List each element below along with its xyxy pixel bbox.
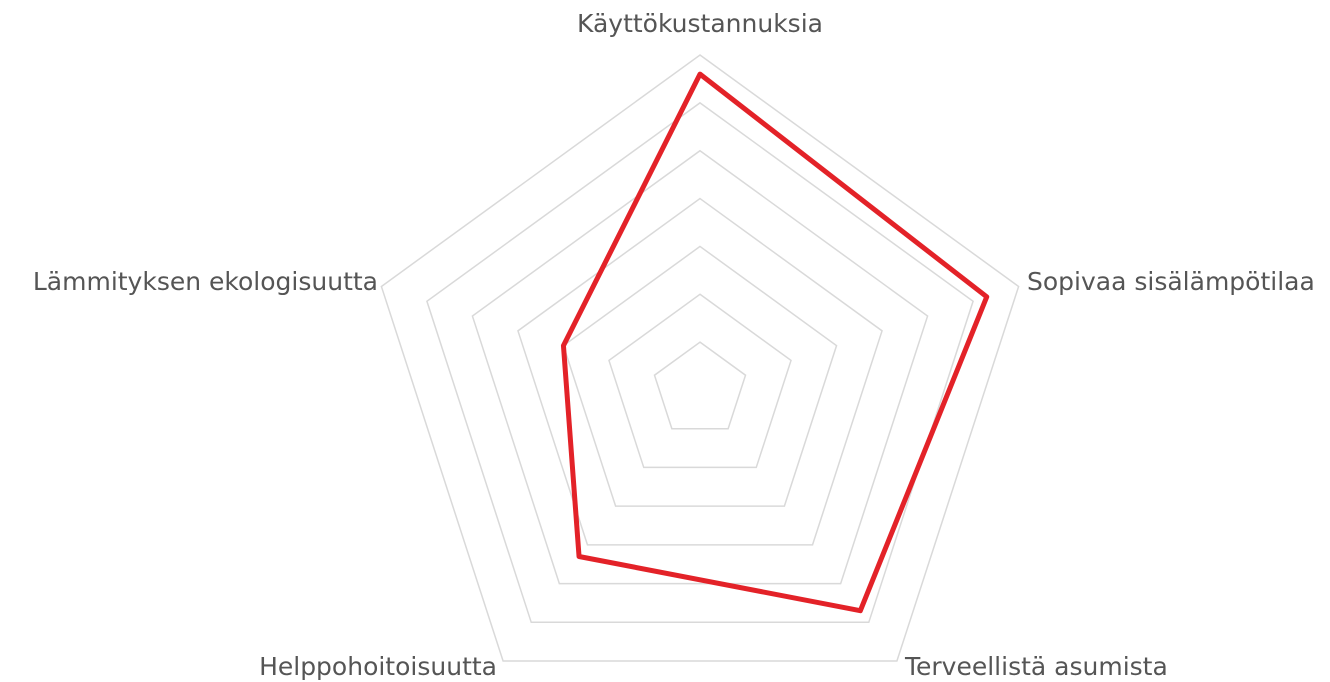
data-line	[560, 71, 990, 614]
grid-ring	[471, 149, 929, 585]
grid-ring	[517, 197, 883, 546]
axis-label: Helppohoitoisuutta	[259, 652, 497, 681]
grid-ring	[653, 341, 747, 430]
axis-label: Lämmityksen ekologisuutta	[33, 267, 378, 296]
grid-ring	[380, 54, 1020, 662]
axis-label: Sopivaa sisälämpötilaa	[1027, 267, 1315, 296]
grid-ring	[426, 101, 974, 624]
grid-ring	[608, 293, 792, 469]
axis-label: Käyttökustannuksia	[577, 9, 823, 38]
axis-label: Terveellistä asumista	[904, 652, 1168, 681]
grid-ring	[562, 245, 838, 507]
